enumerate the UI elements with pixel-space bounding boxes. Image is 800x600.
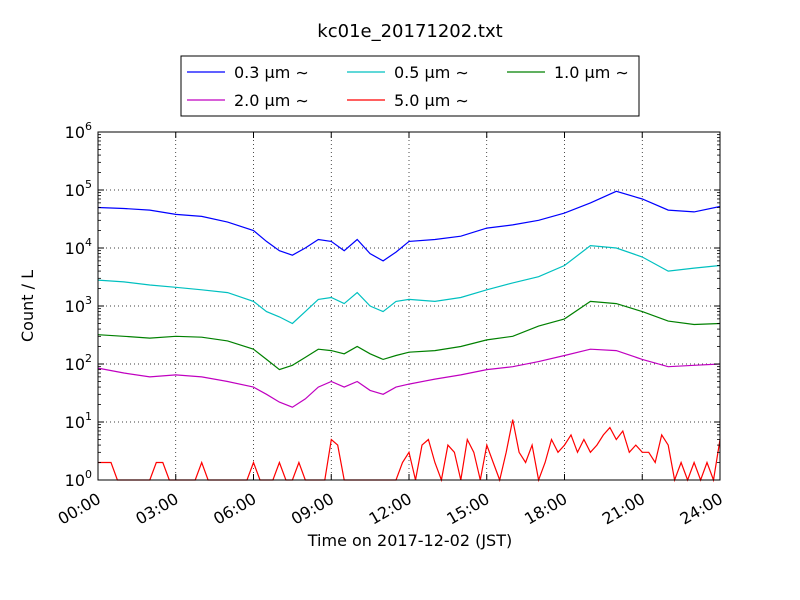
x-axis-label: Time on 2017-12-02 (JST)	[307, 531, 512, 550]
x-tick-label: 06:00	[210, 489, 259, 529]
y-tick-label: 106	[65, 120, 92, 142]
legend-label: 1.0 μm ∼	[554, 63, 629, 82]
x-tick-labels: 00:00 03:00 06:00 09:00 12:00 15:00 18:00 21:00…	[55, 489, 726, 529]
x-tick-label: 12:00	[366, 489, 415, 529]
plot-area	[98, 132, 720, 480]
legend-label: 5.0 μm ∼	[394, 91, 469, 110]
plot-frame	[97, 131, 721, 481]
y-tick-label: 101	[65, 410, 92, 432]
y-tick-label: 105	[65, 178, 92, 200]
y-tick-labels: 100 101 102 103 104 105 106	[65, 120, 92, 490]
chart-title: kc01e_20171202.txt	[317, 21, 502, 42]
x-tick-label: 03:00	[132, 489, 181, 529]
legend-box	[180, 55, 640, 117]
series-line-4	[97, 348, 721, 408]
y-tick-label: 102	[65, 352, 92, 374]
series-line-1	[97, 190, 721, 262]
y-tick-label: 103	[65, 294, 92, 316]
legend-label: 0.3 μm ∼	[234, 63, 309, 82]
series-line-5	[98, 419, 721, 483]
y-tick-label: 100	[65, 468, 92, 490]
series-line-2	[97, 244, 721, 325]
y-tick-label: 104	[65, 236, 92, 258]
legend: 0.3 μm ∼ 0.5 μm ∼ 1.0 μm ∼ 2.0 μm ∼ 5.0 μm ∼	[180, 55, 640, 117]
x-tick-label: 15:00	[443, 489, 492, 529]
x-tick-label: 18:00	[521, 489, 570, 529]
series-line-3	[97, 300, 721, 371]
x-tick-label: 24:00	[677, 489, 726, 529]
x-tick-label: 09:00	[288, 489, 337, 529]
y-axis-label: Count / L	[18, 270, 37, 342]
legend-label: 0.5 μm ∼	[394, 63, 469, 82]
legend-label: 2.0 μm ∼	[234, 91, 309, 110]
x-tick-label: 00:00	[55, 489, 104, 529]
x-tick-label: 21:00	[599, 489, 648, 529]
series-layer	[97, 190, 721, 483]
